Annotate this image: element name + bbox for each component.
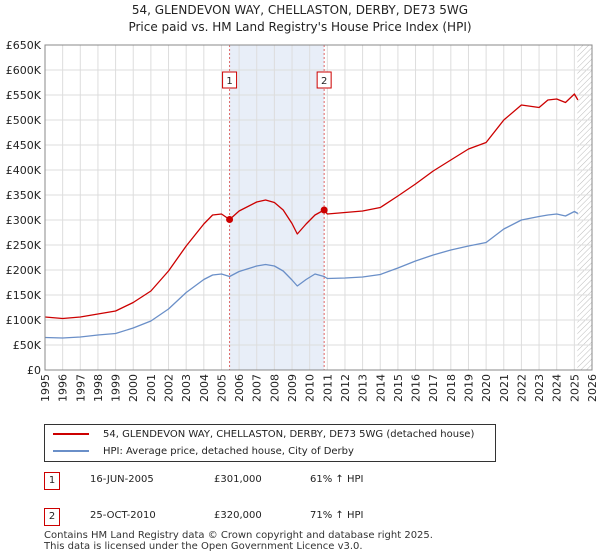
series-line-property — [44, 93, 579, 320]
x-tick-label: 2000 — [127, 374, 140, 402]
sale-row: 2 25-OCT-2010 £320,000 71% ↑ HPI — [0, 508, 600, 528]
x-tick-label: 2009 — [286, 374, 299, 402]
x-tick-label: 2013 — [357, 374, 370, 402]
y-tick-label: £50K — [13, 339, 42, 352]
x-tick-label: 2005 — [215, 374, 228, 402]
legend-swatch-hpi — [53, 450, 89, 452]
sale-marker-label: 2 — [321, 76, 327, 87]
x-tick-label: 2021 — [498, 374, 511, 402]
y-tick-label: £200K — [6, 264, 42, 277]
x-tick-label: 2014 — [374, 374, 387, 402]
footer-licence: This data is licensed under the Open Gov… — [44, 541, 363, 552]
x-tick-label: 2017 — [427, 374, 440, 402]
x-tick-label: 1995 — [39, 374, 52, 402]
series-line-hpi — [44, 210, 579, 339]
x-tick-label: 2016 — [410, 374, 423, 402]
sale-marker-box — [222, 71, 238, 89]
x-tick-label: 2010 — [304, 374, 317, 402]
y-tick-label: £350K — [6, 189, 42, 202]
chart-subtitle: Price paid vs. HM Land Registry's House … — [128, 20, 471, 34]
x-tick-label: 2026 — [586, 374, 599, 402]
x-tick-label: 2007 — [251, 374, 264, 402]
y-tick-label: £250K — [6, 239, 42, 252]
legend-item-property: 54, GLENDEVON WAY, CHELLASTON, DERBY, DE… — [53, 427, 474, 443]
x-tick-label: 2001 — [145, 374, 158, 402]
x-tick-label: 2008 — [268, 374, 281, 402]
legend-label-hpi: HPI: Average price, detached house, City… — [103, 446, 354, 457]
sale-hpi-change: 61% ↑ HPI — [310, 474, 364, 485]
y-tick-label: £300K — [6, 214, 42, 227]
legend-label-property: 54, GLENDEVON WAY, CHELLASTON, DERBY, DE… — [103, 429, 475, 440]
plot-frame — [44, 44, 593, 371]
x-tick-label: 2002 — [163, 374, 176, 402]
sale-row: 1 16-JUN-2005 £301,000 61% ↑ HPI — [0, 472, 600, 492]
x-tick-label: 2019 — [462, 374, 475, 402]
y-tick-label: £650K — [6, 39, 42, 52]
price-chart: 54, GLENDEVON WAY, CHELLASTON, DERBY, DE… — [6, 3, 599, 402]
y-tick-label: £150K — [6, 289, 42, 302]
x-tick-label: 2006 — [233, 374, 246, 402]
x-tick-label: 2025 — [568, 374, 581, 402]
x-tick-label: 1997 — [74, 374, 87, 402]
sale-number-badge: 2 — [44, 508, 60, 526]
sale-date: 16-JUN-2005 — [90, 474, 154, 485]
x-tick-label: 2012 — [339, 374, 352, 402]
footer: Contains HM Land Registry data © Crown c… — [44, 530, 433, 552]
sale-hpi-change: 71% ↑ HPI — [310, 510, 364, 521]
x-tick-label: 2004 — [198, 374, 211, 402]
y-tick-label: £600K — [6, 64, 42, 77]
legend-item-hpi: HPI: Average price, detached house, City… — [53, 444, 354, 460]
hatched-region — [577, 45, 592, 370]
sale-price: £301,000 — [214, 474, 262, 485]
sale-marker-label: 1 — [226, 76, 232, 87]
x-tick-label: 2018 — [445, 374, 458, 402]
y-tick-label: £500K — [6, 114, 42, 127]
x-tick-label: 2023 — [533, 374, 546, 402]
x-tick-label: 1996 — [57, 374, 70, 402]
sale-point — [226, 216, 234, 223]
legend: 54, GLENDEVON WAY, CHELLASTON, DERBY, DE… — [44, 424, 496, 462]
x-tick-label: 2011 — [321, 374, 334, 402]
sale-marker-box — [316, 71, 332, 89]
y-tick-label: £400K — [6, 164, 42, 177]
x-tick-label: 2015 — [392, 374, 405, 402]
legend-swatch-property — [53, 433, 89, 435]
sale-price: £320,000 — [214, 510, 262, 521]
chart-title: 54, GLENDEVON WAY, CHELLASTON, DERBY, DE… — [132, 3, 468, 17]
y-tick-label: £450K — [6, 139, 42, 152]
x-tick-label: 2020 — [480, 374, 493, 402]
x-tick-label: 1999 — [110, 374, 123, 402]
sale-date: 25-OCT-2010 — [90, 510, 156, 521]
sale-number-badge: 1 — [44, 472, 60, 490]
y-tick-label: £550K — [6, 89, 42, 102]
x-tick-label: 2024 — [551, 374, 564, 402]
footer-copyright: Contains HM Land Registry data © Crown c… — [44, 530, 433, 541]
sale-point — [320, 206, 328, 214]
x-tick-label: 2003 — [180, 374, 193, 402]
x-tick-label: 1998 — [92, 374, 105, 402]
y-tick-label: £0 — [27, 364, 41, 377]
y-tick-label: £100K — [6, 314, 42, 327]
x-tick-label: 2022 — [515, 374, 528, 402]
